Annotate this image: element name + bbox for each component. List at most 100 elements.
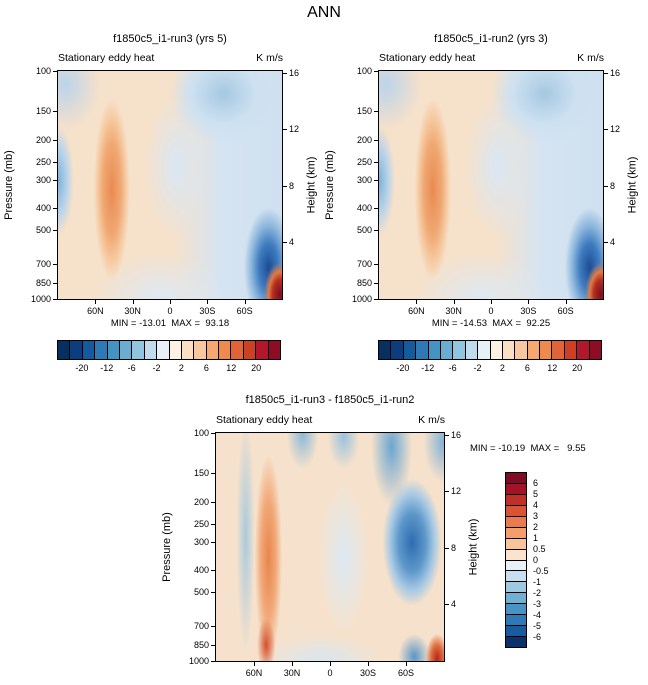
height-tick	[603, 242, 608, 244]
panel-title-run3: f1850c5_i1-run3 (yrs 5)	[113, 33, 227, 45]
latitude-tick-label: 60S	[236, 306, 253, 316]
pressure-tick-label: 250	[356, 156, 372, 167]
colorbar-segment	[506, 494, 526, 506]
pressure-tick-label: 200	[35, 134, 51, 145]
pressure-tick	[53, 139, 58, 141]
colorbar-segment	[564, 341, 578, 359]
colorbar-bar	[57, 340, 281, 360]
colorbar-segment	[506, 549, 526, 561]
latitude-tick	[253, 661, 255, 666]
height-tick	[603, 72, 608, 74]
colorbar-label: -12	[100, 363, 114, 373]
height-tick	[444, 434, 449, 436]
latitude-tick	[170, 299, 171, 304]
colorbar-label: 2	[178, 363, 184, 373]
colorbar-segment	[506, 527, 526, 539]
height-axis-label-run3: Height (km)	[304, 70, 318, 300]
latitude-tick-label: 30S	[520, 306, 537, 316]
colorbar-segment	[219, 341, 232, 359]
pressure-tick	[53, 208, 58, 210]
contour-plot-run2: 100 150 200 250 300 400 500 700 850 1000 16 12 8 4 60N…	[352, 66, 620, 316]
latitude-tick	[367, 661, 369, 666]
colorbar-label: -6	[127, 363, 136, 373]
colorbar-segment	[506, 615, 526, 627]
colorbar-segment	[416, 341, 429, 359]
pressure-tick-label: 700	[356, 258, 372, 269]
colorbar-segment	[506, 604, 526, 616]
pressure-tick	[374, 208, 379, 210]
pressure-tick-label: 250	[35, 156, 51, 167]
latitude-tick-label: 60S	[557, 306, 574, 316]
pressure-tick	[211, 644, 216, 646]
pressure-tick-label: 100	[356, 66, 372, 76]
pressure-tick-label: 150	[356, 106, 372, 117]
colorbar-bar	[378, 340, 602, 360]
colorbar-label: 20	[572, 363, 583, 373]
pressure-tick	[374, 299, 379, 300]
latitude-tick	[330, 661, 331, 666]
pressure-tick-label: 1000	[188, 656, 209, 666]
colorbar-segment	[95, 341, 108, 359]
pressure-tick-label: 100	[35, 66, 51, 76]
pressure-tick	[211, 541, 216, 543]
colorbar-segment	[169, 341, 182, 359]
latitude-tick	[528, 299, 530, 304]
pressure-tick	[53, 299, 58, 300]
pressure-tick	[211, 661, 216, 662]
field-label-run3: Stationary eddy heat	[58, 52, 155, 64]
colorbar-segment	[506, 538, 526, 550]
colorbar-segment	[194, 341, 207, 359]
pressure-tick	[211, 523, 216, 525]
colorbar-label: 20	[251, 363, 262, 373]
height-tick	[444, 491, 449, 493]
pressure-tick	[53, 179, 58, 181]
colorbar-label: 2	[533, 522, 539, 532]
pressure-axis-label-run2: Pressure (mb)	[323, 70, 337, 300]
pressure-tick-label: 300	[35, 174, 51, 185]
colorbar-label: 1	[533, 533, 539, 543]
colorbar-label: -12	[421, 363, 435, 373]
colorbar-label: -3	[533, 599, 542, 609]
colorbar-segment	[589, 341, 602, 359]
colorbar-segment	[58, 341, 71, 359]
colorbar-segment	[552, 341, 565, 359]
pressure-axis-label-text: Pressure (mb)	[161, 512, 173, 582]
colorbar-segment	[107, 341, 120, 359]
colorbar-segment	[119, 341, 133, 359]
latitude-tick	[291, 661, 293, 666]
height-tick-label: 12	[451, 486, 462, 497]
colorbar-segment	[256, 341, 269, 359]
pressure-tick	[53, 282, 58, 284]
colorbar-label: -2	[152, 363, 161, 373]
pressure-tick-label: 500	[193, 587, 209, 598]
colorbar-segment	[231, 341, 244, 359]
pressure-tick	[211, 433, 216, 434]
pressure-tick	[374, 230, 379, 232]
field-label-run2: Stationary eddy heat	[379, 52, 476, 64]
colorbar-segment	[403, 341, 417, 359]
colorbar-label: 6	[524, 363, 530, 373]
colorbar-segment	[478, 341, 491, 359]
pressure-tick-label: 850	[356, 277, 372, 288]
latitude-tick-label: 0	[167, 306, 173, 316]
pressure-tick-label: 200	[356, 134, 372, 145]
latitude-tick	[132, 299, 134, 304]
height-tick	[444, 604, 449, 606]
height-tick	[282, 242, 287, 244]
latitude-tick-label: 60N	[408, 306, 425, 316]
pressure-tick	[53, 161, 58, 163]
colorbar-label: -6	[448, 363, 457, 373]
pressure-tick-label: 150	[193, 468, 209, 479]
pressure-tick-label: 400	[193, 565, 209, 576]
minmax-diff: MIN = -10.19 MAX = 9.55	[470, 443, 586, 454]
colorbar-segment	[490, 341, 503, 359]
height-tick	[282, 72, 287, 74]
height-tick-label: 16	[289, 67, 300, 78]
units-label-run3: K m/s	[256, 52, 283, 64]
panel-title-run2: f1850c5_i1-run2 (yrs 3)	[434, 33, 548, 45]
colorbar-segment	[206, 341, 220, 359]
colorbar-run2: -20 -12 -6 -2 2 6 12 20	[378, 340, 602, 376]
pressure-tick	[211, 473, 216, 475]
pressure-tick	[374, 71, 379, 72]
